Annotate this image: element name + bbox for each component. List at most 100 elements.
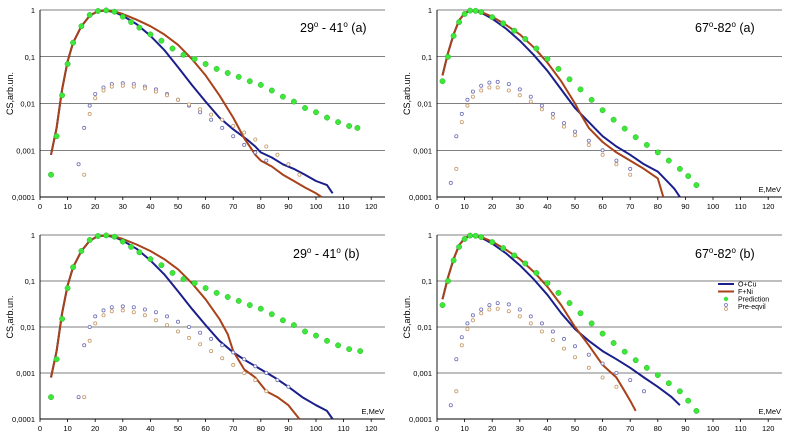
point-pre-eqvil-f-ni [600,152,605,157]
point-prediction [213,289,220,296]
x-axis-title: E,MeV [758,185,781,194]
point-prediction [599,330,606,337]
point-pre-eqvil-o-cu [253,150,258,155]
point-prediction [147,31,154,38]
y-axis-title: CS,arb.un. [5,72,15,115]
point-pre-eqvil-o-cu [459,111,464,116]
panel-label: 67o-82o (a) [695,20,755,35]
point-pre-eqvil-o-cu [242,357,247,362]
y-tick-label: 0,01 [417,323,432,332]
x-tick-label: 40 [543,202,551,211]
point-pre-eqvil-o-cu [454,134,459,139]
point-pre-eqvil-o-cu [264,370,269,375]
point-prediction [555,289,562,296]
point-prediction [478,234,485,241]
point-pre-eqvil-f-ni [562,124,567,129]
point-pre-eqvil-f-ni [142,313,147,318]
x-tick-label: 120 [762,202,775,211]
point-prediction [59,92,65,99]
series-line-f-ni [50,234,301,420]
point-prediction [119,13,126,20]
point-prediction [500,20,507,27]
point-prediction [610,116,617,123]
point-pre-eqvil-f-ni [198,342,203,347]
x-tick-label: 80 [654,424,662,433]
point-prediction [450,32,457,39]
x-tick-label: 100 [707,424,720,433]
point-prediction [86,12,93,18]
point-prediction [610,340,617,346]
point-prediction [544,280,551,286]
x-tick-label: 110 [338,424,350,433]
point-pre-eqvil-f-ni [550,338,555,343]
legend-swatch [724,303,728,307]
point-pre-eqvil-o-cu [76,395,81,400]
point-pre-eqvil-f-ni [93,96,98,101]
point-prediction [119,238,126,245]
point-prediction [136,24,143,31]
x-tick-label: 60 [201,202,209,211]
x-tick-label: 20 [91,424,99,433]
point-pre-eqvil-f-ni [242,370,247,375]
point-pre-eqvil-f-ni [470,318,475,323]
point-pre-eqvil-o-cu [264,158,269,163]
point-prediction [180,276,187,282]
x-tick-label: 20 [488,424,496,433]
x-axis-title: E,MeV [361,407,384,416]
point-prediction [665,157,672,164]
x-tick-label: 90 [681,202,689,211]
series-line-o-cu [50,9,334,194]
point-pre-eqvil-f-ni [253,137,258,142]
point-pre-eqvil-o-cu [142,307,147,312]
point-pre-eqvil-f-ni [454,166,459,171]
x-tick-label: 10 [63,202,71,211]
point-prediction [53,356,60,363]
y-axis-title: CS,arb.un. [5,295,15,338]
point-prediction [70,264,77,271]
point-pre-eqvil-o-cu [487,80,492,85]
point-pre-eqvil-f-ni [614,162,619,167]
point-pre-eqvil-o-cu [539,103,544,108]
point-pre-eqvil-f-ni [87,111,92,116]
point-pre-eqvil-f-ni [465,103,470,108]
point-prediction [246,78,253,85]
point-pre-eqvil-f-ni [87,338,92,343]
x-tick-label: 80 [257,202,265,211]
point-prediction [335,119,341,126]
point-prediction [180,51,187,58]
point-pre-eqvil-f-ni [109,309,114,314]
point-prediction [235,74,242,80]
point-pre-eqvil-f-ni [142,86,147,91]
point-prediction [95,233,101,239]
point-pre-eqvil-f-ni [495,85,500,90]
point-prediction [224,294,231,300]
point-prediction [128,243,135,250]
point-pre-eqvil-f-ni [275,152,280,157]
x-tick-label: 100 [310,424,323,433]
x-tick-label: 50 [571,202,579,211]
point-prediction [693,182,700,189]
point-prediction [191,280,198,286]
x-tick-label: 50 [174,424,182,433]
point-pre-eqvil-o-cu [448,403,453,408]
x-tick-label: 30 [516,202,524,211]
point-prediction [685,173,692,180]
point-prediction [279,93,286,100]
x-tick-label: 110 [735,424,747,433]
point-pre-eqvil-o-cu [550,329,555,334]
point-prediction [268,87,275,94]
panel-label: 29o - 41o (b) [293,246,360,261]
point-prediction [257,82,264,88]
legend-label: Pre-eqvil [738,304,766,311]
y-tick-label: 0,01 [20,323,35,332]
x-tick-label: 10 [63,424,71,433]
point-pre-eqvil-o-cu [573,344,578,349]
point-pre-eqvil-f-ni [286,162,291,167]
point-pre-eqvil-f-ni [528,99,533,104]
x-tick-label: 50 [571,424,579,433]
point-prediction [439,78,446,85]
point-pre-eqvil-o-cu [600,148,605,153]
point-prediction [213,66,220,72]
